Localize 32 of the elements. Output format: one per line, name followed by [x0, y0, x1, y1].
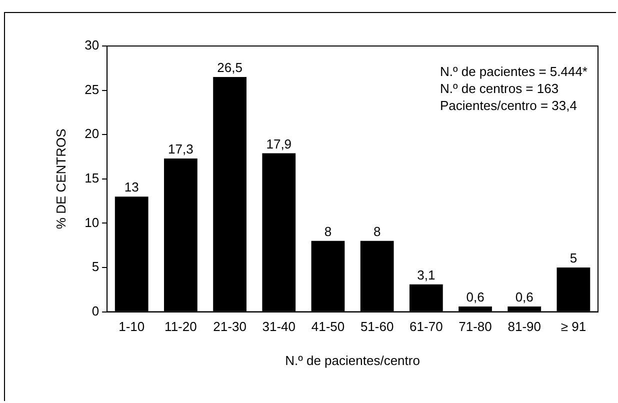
- annotation: Pacientes/centro = 33,4: [440, 98, 577, 114]
- data-label: 17,9: [266, 136, 292, 152]
- data-label: 17,3: [168, 142, 194, 157]
- x-tick-label: 81-90: [508, 319, 541, 334]
- data-label: 8: [373, 224, 381, 239]
- y-axis-title: % DE CENTROS: [53, 128, 68, 230]
- y-tick-label: 10: [84, 214, 100, 230]
- x-tick-label: 21-30: [213, 319, 246, 334]
- y-tick-label: 0: [92, 303, 100, 318]
- data-label: 8: [324, 224, 332, 239]
- x-tick-label: 41-50: [311, 319, 345, 334]
- data-label: 0,6: [466, 290, 484, 305]
- x-tick-label: 51-60: [360, 319, 394, 334]
- annotation: N.º de centros = 163: [440, 81, 559, 96]
- x-tick-label: 11-20: [164, 319, 197, 334]
- x-tick-label: 61-70: [410, 319, 443, 334]
- x-axis-title: N.º de pacientes/centro: [285, 352, 420, 368]
- y-tick-label: 30: [84, 38, 100, 53]
- data-label: 13: [124, 180, 139, 195]
- x-tick-label: ≥ 91: [560, 319, 586, 334]
- y-tick-label: 20: [84, 126, 100, 142]
- data-label: 26,5: [217, 60, 242, 76]
- data-label: 0,6: [515, 290, 534, 305]
- x-tick-label: 1-10: [118, 319, 145, 334]
- y-tick-label: 25: [84, 82, 100, 97]
- y-tick-label: 5: [92, 259, 100, 274]
- annotation: N.º de pacientes = 5.444*: [440, 64, 588, 80]
- data-label: 5: [570, 250, 578, 266]
- y-tick-label: 15: [84, 170, 100, 186]
- x-tick-label: 31-40: [262, 319, 296, 334]
- data-label: 3,1: [417, 267, 436, 282]
- x-tick-label: 71-80: [458, 319, 492, 334]
